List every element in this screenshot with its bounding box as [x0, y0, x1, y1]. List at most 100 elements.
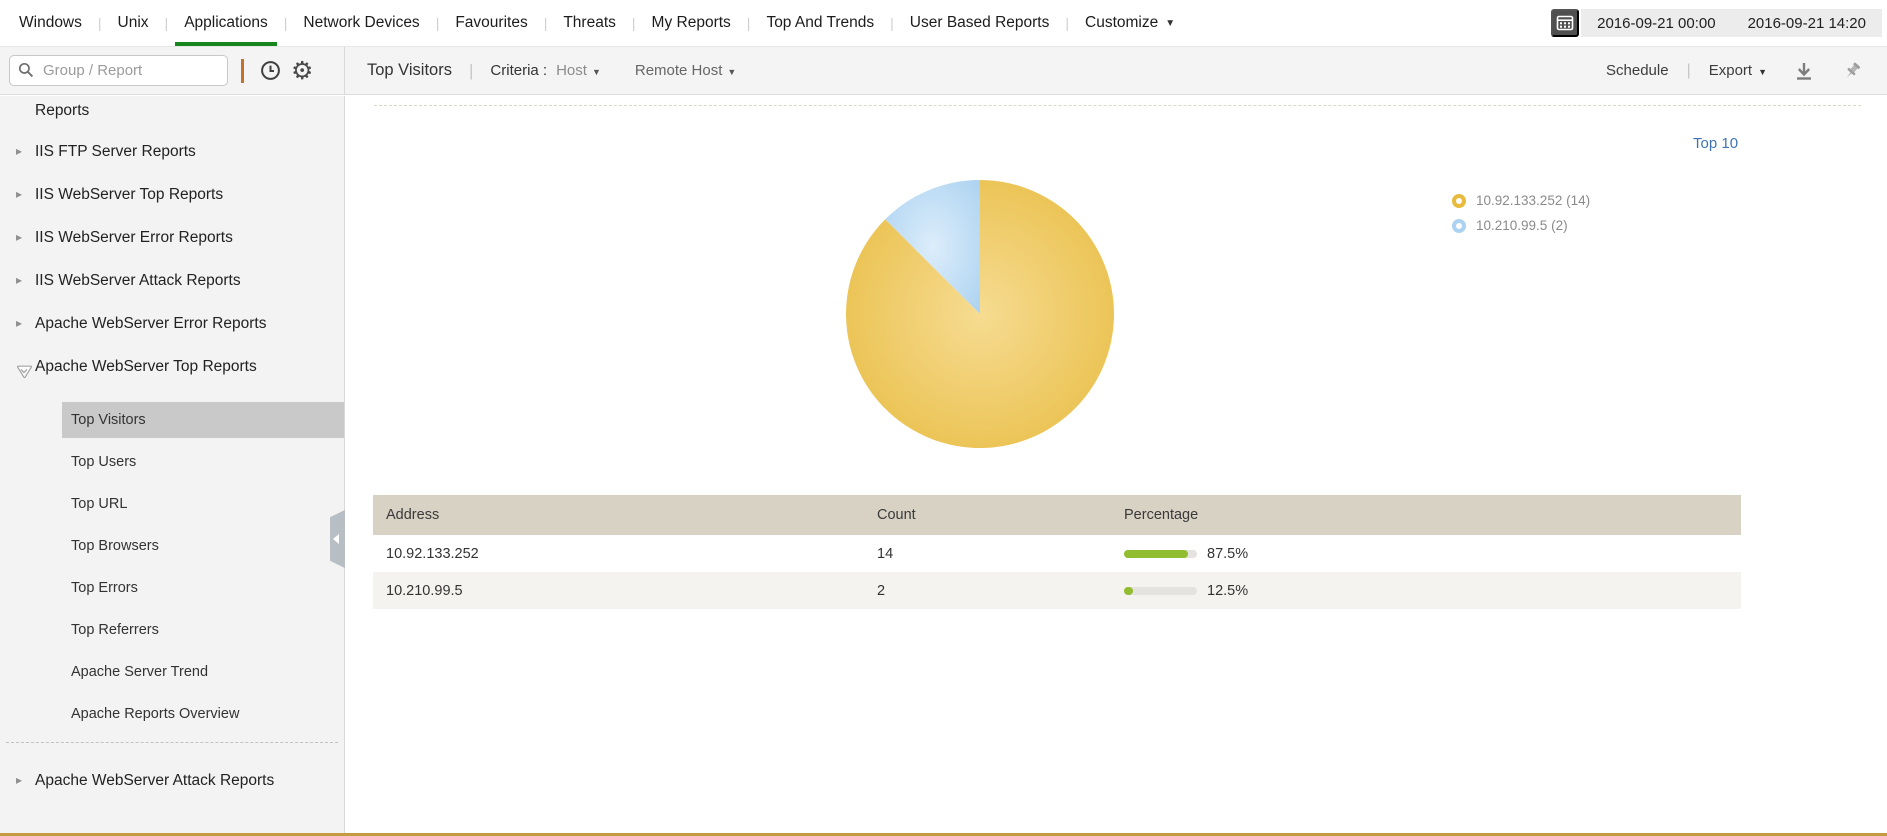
- cell-address: 10.210.99.5: [386, 582, 463, 599]
- date-range-box: 2016-09-21 00:00 2016-09-21 14:20: [1581, 9, 1882, 37]
- top-nav: Windows | Unix | Applications | Network Device…: [0, 0, 1887, 47]
- nav-tab-user-based-reports[interactable]: User Based Reports: [909, 14, 1050, 31]
- download-button[interactable]: [1793, 60, 1815, 82]
- date-start[interactable]: 2016-09-21 00:00: [1597, 14, 1716, 32]
- sidebar-item-top-url[interactable]: Top URL: [71, 496, 128, 512]
- sidebar-group-label: Apache WebServer Attack Reports: [35, 772, 275, 789]
- nav-tab-windows[interactable]: Windows: [19, 14, 82, 31]
- nav-separator: |: [1065, 15, 1069, 31]
- criteria-host-dropdown[interactable]: Host ▼: [556, 62, 601, 79]
- chevron-down-icon: ▼: [727, 67, 737, 77]
- legend-swatch: [1452, 218, 1466, 233]
- table-header-row: Address Count Percentage: [373, 495, 1741, 535]
- chevron-collapsed-icon: ▸: [16, 144, 23, 158]
- pie-slice-10-92-133-252[interactable]: [846, 180, 1115, 449]
- legend-item[interactable]: 10.92.133.252 (14): [1452, 193, 1590, 208]
- nav-separator: |: [435, 15, 440, 31]
- nav-separator: |: [746, 15, 751, 31]
- date-range-picker: 2016-09-21 00:00 2016-09-21 14:20: [1551, 9, 1882, 37]
- sidebar-group-iis-webserver-error-reports[interactable]: ▸ IIS WebServer Error Reports: [16, 222, 344, 253]
- calendar-icon: [1556, 14, 1574, 32]
- sidebar-item-top-visitors[interactable]: Top Visitors: [62, 402, 344, 438]
- cell-address: 10.92.133.252: [386, 545, 479, 562]
- search-box: [9, 55, 228, 86]
- sidebar-group-iis-webserver-top-reports[interactable]: ▸ IIS WebServer Top Reports: [16, 179, 344, 210]
- chevron-collapsed-icon: ▸: [16, 316, 23, 330]
- pin-button[interactable]: [1841, 60, 1863, 82]
- sidebar-group-label: IIS WebServer Error Reports: [35, 229, 233, 246]
- search-input[interactable]: [9, 55, 228, 86]
- sidebar-item-top-browsers[interactable]: Top Browsers: [71, 538, 159, 554]
- recent-reports-button[interactable]: [255, 58, 286, 83]
- nav-tab-top-and-trends[interactable]: Top And Trends: [766, 14, 875, 31]
- nav-tab-favourites[interactable]: Favourites: [455, 14, 528, 31]
- clock-icon: [260, 60, 281, 81]
- sidebar-group-apache-webserver-error-reports[interactable]: ▸ Apache WebServer Error Reports: [16, 308, 344, 339]
- search-icon: [18, 62, 34, 83]
- legend-swatch: [1452, 193, 1466, 208]
- chevron-collapsed-icon: ▸: [16, 187, 23, 201]
- chevron-down-icon: ▼: [1165, 17, 1176, 29]
- sidebar-collapse-handle[interactable]: [330, 509, 345, 569]
- nav-tab-unix[interactable]: Unix: [117, 14, 149, 31]
- sidebar-group-label: IIS WebServer Attack Reports: [35, 272, 241, 289]
- panel-top-border: [374, 105, 1861, 106]
- top10-link[interactable]: Top 10: [1693, 135, 1739, 152]
- chevron-down-icon: ▼: [591, 67, 601, 77]
- sidebar-group-apache-webserver-attack-reports[interactable]: ▸ Apache WebServer Attack Reports: [16, 765, 344, 796]
- nav-tab-threats[interactable]: Threats: [563, 14, 616, 31]
- settings-button[interactable]: ⚙: [286, 56, 318, 85]
- title-separator: |: [468, 60, 474, 80]
- sidebar-item-top-errors[interactable]: Top Errors: [71, 580, 138, 596]
- nav-separator: |: [283, 15, 288, 31]
- cell-percentage: 87.5%: [1124, 546, 1741, 562]
- export-button[interactable]: Export ▼: [1708, 62, 1767, 79]
- sidebar-group-label: Apache WebServer Error Reports: [35, 315, 267, 332]
- date-end[interactable]: 2016-09-21 14:20: [1747, 14, 1866, 32]
- nav-separator: |: [631, 15, 636, 31]
- sidebar-group-iis-ftp-server-reports[interactable]: ▸ IIS FTP Server Reports: [16, 136, 344, 167]
- legend-label: 10.210.99.5 (2): [1476, 218, 1568, 233]
- nav-tab-applications[interactable]: Applications: [175, 0, 277, 46]
- sidebar-group-label: IIS FTP Server Reports: [35, 143, 196, 160]
- sidebar-group-apache-webserver-top-reports[interactable]: Apache WebServer Top Reports: [16, 351, 344, 390]
- chevron-collapsed-icon: ▸: [16, 273, 23, 287]
- results-table: Address Count Percentage 10.92.133.252 14 87…: [373, 495, 1741, 609]
- legend-item[interactable]: 10.210.99.5 (2): [1452, 218, 1590, 233]
- nav-tabs: Windows | Unix | Applications | Network Device…: [16, 0, 1178, 46]
- nav-tab-network-devices[interactable]: Network Devices: [303, 14, 420, 31]
- cell-count: 2: [877, 582, 886, 599]
- schedule-button[interactable]: Schedule: [1606, 62, 1669, 79]
- nav-separator: |: [164, 15, 169, 31]
- calendar-button[interactable]: [1551, 9, 1580, 37]
- table-row: 10.92.133.252 14 87.5%: [373, 535, 1741, 572]
- report-tree-sidebar: Reports ▸ IIS FTP Server Reports ▸ IIS WebS…: [0, 96, 345, 833]
- sidebar-children: Top Visitors Top Users Top URL Top Browsers…: [0, 402, 344, 732]
- pie-chart: [845, 179, 1115, 449]
- report-title: Top Visitors: [367, 61, 452, 79]
- sidebar-groups: ▸ IIS FTP Server Reports ▸ IIS WebServer To…: [0, 136, 344, 796]
- toolbar-separator: [241, 58, 244, 83]
- pie-slice-10-210-99-5[interactable]: [885, 180, 980, 314]
- sidebar-item-apache-server-trend[interactable]: Apache Server Trend: [71, 664, 209, 680]
- pin-icon: [1841, 60, 1863, 82]
- remote-host-dropdown[interactable]: Remote Host ▼: [634, 62, 737, 79]
- table-header-percentage: Percentage: [1124, 507, 1199, 523]
- sidebar-item-partial[interactable]: Reports: [35, 102, 90, 119]
- nav-tab-customize[interactable]: Customize ▼: [1085, 14, 1176, 31]
- percentage-value: 87.5%: [1207, 545, 1249, 562]
- report-actions: Schedule | Export ▼: [1606, 60, 1863, 82]
- sidebar-item-apache-reports-overview[interactable]: Apache Reports Overview: [71, 706, 240, 722]
- percentage-bar-track: [1124, 586, 1197, 595]
- sidebar-toolbar: ⚙: [0, 47, 345, 94]
- nav-tab-my-reports[interactable]: My Reports: [651, 14, 731, 31]
- table-header-count: Count: [877, 507, 916, 523]
- download-icon: [1793, 60, 1815, 82]
- nav-separator: |: [543, 15, 548, 31]
- sidebar-item-top-referrers[interactable]: Top Referrers: [71, 622, 159, 638]
- sidebar-item-top-users[interactable]: Top Users: [71, 454, 137, 470]
- sidebar-group-iis-webserver-attack-reports[interactable]: ▸ IIS WebServer Attack Reports: [16, 265, 344, 296]
- table-row: 10.210.99.5 2 12.5%: [373, 572, 1741, 609]
- sidebar-divider: [6, 742, 338, 743]
